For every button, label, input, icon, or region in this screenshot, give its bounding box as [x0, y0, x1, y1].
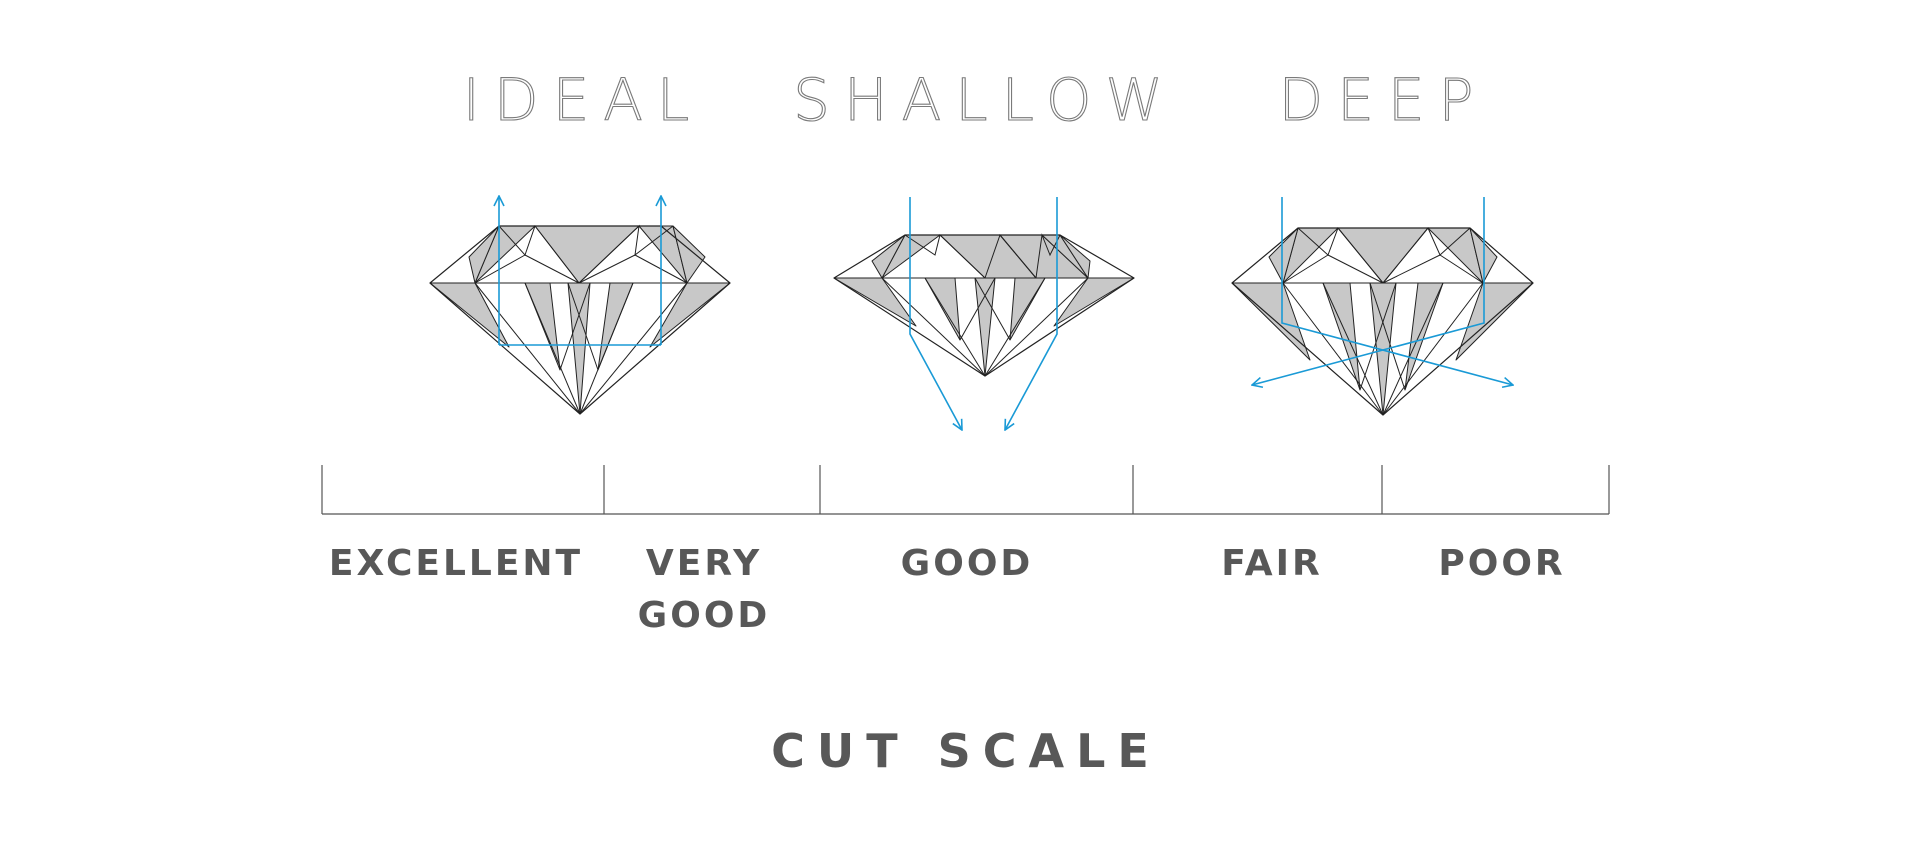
grade-excellent: EXCELLENT [329, 543, 583, 584]
grade-very-good-line1: VERY [646, 543, 762, 584]
cut-scale-title: CUT SCALE [771, 724, 1161, 778]
shallow-label: SHALLOW [793, 66, 1177, 134]
ideal-crown [468, 224, 706, 284]
shallow-light-ray [909, 197, 962, 430]
ideal-pavilion [429, 282, 731, 415]
deep-label: DEEP [1279, 66, 1488, 134]
grade-very-good-line2: GOOD [638, 595, 771, 636]
ideal-outline [429, 225, 731, 415]
grade-fair: FAIR [1221, 543, 1322, 584]
grade-poor: POOR [1438, 543, 1565, 584]
shallow-diamond [833, 197, 1135, 430]
shallow-outline [833, 234, 1135, 377]
deep-pavilion [1231, 282, 1534, 416]
shallow-pavilion [833, 277, 1135, 377]
deep-outline [1231, 227, 1534, 416]
ideal-diamond [429, 196, 731, 415]
deep-crown [1268, 227, 1498, 284]
cut-scale-bar [321, 465, 1610, 515]
deep-light-ray [1281, 197, 1513, 385]
grade-good: GOOD [901, 543, 1034, 584]
deep-diamond [1231, 197, 1534, 416]
ideal-label: IDEAL [463, 66, 703, 134]
